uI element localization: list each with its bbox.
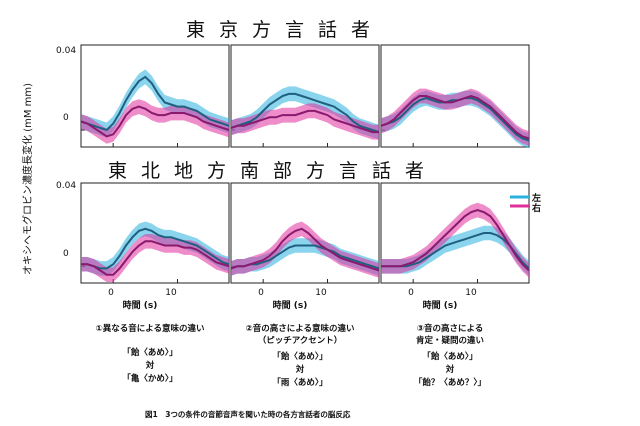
series-right-line [230,227,380,272]
ytick-top-zero: 0 [63,113,69,123]
series-left-line [230,244,380,270]
panel-1-1 [80,44,230,148]
title-top: 東京方言話者 [186,19,384,41]
ytick-bottom-zero: 0 [63,249,69,259]
ytick-bottom-max: 0.04 [56,181,76,191]
panel-1-3 [380,44,530,149]
series-right-line [81,240,230,276]
series-right-band [231,221,379,278]
series-right-line [80,105,230,138]
series-left-band [81,221,229,276]
panel-1-2 [230,44,380,148]
x-axis-label-3: 時間 (s) [423,299,458,311]
xtick-3-10: 10 [465,288,477,298]
xtick-3-0: 0 [408,288,414,298]
series-right-band [381,88,529,146]
xtick-2-10: 10 [315,288,327,298]
condition-3: ③音の高さによる 肯定・疑問の違い 「飴〈あめ〉」 対 「飴？〈あめ？〉」 [414,323,486,388]
legend-left-label: 左 [531,192,541,204]
series-left-band [81,69,229,138]
condition-1: ①異なる音による意味の違い 「飴〈あめ〉」 対 「亀〈かめ〉」 [96,323,205,384]
title-bottom: 東北地方南部方言話者 [108,160,438,182]
panel-frame [80,44,230,148]
series-left-line [230,92,380,134]
condition-1-line1: 「飴〈あめ〉」 [122,347,177,358]
legend-right-label: 右 [531,202,541,214]
condition-1-line2: 対 [145,360,155,371]
condition-3-line2: 対 [445,364,455,375]
series-left-line [381,232,530,270]
panel-frame [230,44,380,148]
condition-2: ②音の高さによる意味の違い （ピッチアクセント） 「飴〈あめ〉」 対 「雨〈あめ… [246,323,355,388]
panel-frame [230,182,380,284]
ytick-top-max: 0.04 [56,46,76,56]
panels [80,44,530,284]
condition-1-title: ①異なる音による意味の違い [96,323,205,334]
series-right-line [230,109,379,134]
condition-2-line3: 「雨〈あめ〉」 [272,377,327,388]
panel-2-3 [380,182,530,284]
condition-2-line2: 対 [295,364,305,375]
y-axis-label: オキシヘモグロビン濃度長変化 (mM mm) [21,83,34,275]
panel-frame [80,182,230,284]
condition-3-title: ③音の高さによる [417,323,483,334]
xtick-2-0: 0 [258,288,264,298]
condition-3-line3: 「飴？〈あめ？〉」 [414,377,486,388]
series-right-band [231,103,379,140]
condition-3-line1: 「飴〈あめ〉」 [422,351,477,362]
series-left-band [231,238,379,276]
condition-2-title: ②音の高さによる意味の違い [246,323,355,334]
condition-2-line1: 「飴〈あめ〉」 [272,351,327,362]
series-left-band [231,86,379,140]
condition-3-subtitle: 肯定・疑問の違い [416,335,484,346]
panel-frame [380,44,530,148]
condition-1-line3: 「亀〈かめ〉」 [122,373,177,384]
x-axis-label-1: 時間 (s) [123,299,158,311]
xtick-1-10: 10 [165,288,177,298]
figure-caption: 図1 3つの条件の音節音声を聞いた時の各方言話者の脳反応 [145,409,351,419]
series-right-line [380,94,530,140]
xtick-1-0: 0 [108,288,114,298]
series-left-line [81,227,230,270]
series-right-line [381,209,530,272]
panel-frame [380,182,530,284]
panel-2-1 [80,182,230,284]
series-left-line [80,75,230,132]
condition-2-subtitle: （ピッチアクセント） [258,335,343,346]
panel-2-2 [230,182,380,284]
series-right-band [81,234,229,282]
x-axis-label-2: 時間 (s) [273,299,308,311]
